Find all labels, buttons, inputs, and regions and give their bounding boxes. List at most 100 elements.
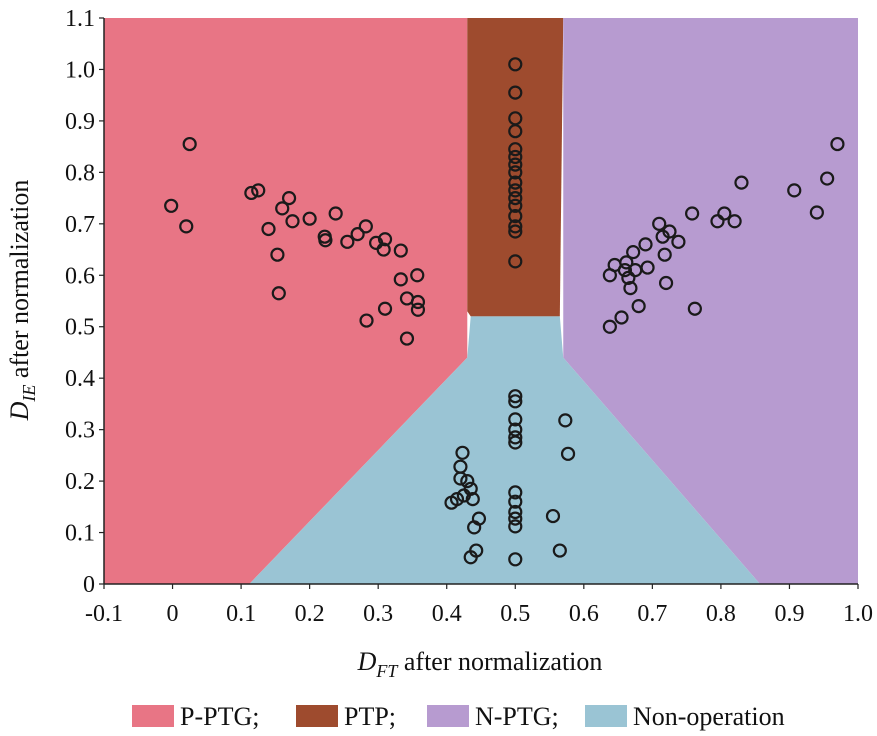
data-point <box>508 175 523 190</box>
x-tick-label: 0.2 <box>295 601 325 627</box>
data-point <box>619 255 634 270</box>
y-tick-label: 1.1 <box>65 6 95 32</box>
data-point <box>508 494 523 509</box>
data-point <box>727 214 742 229</box>
data-point <box>270 247 285 262</box>
data-point <box>508 254 523 269</box>
data-point <box>460 473 475 489</box>
data-point <box>271 286 286 301</box>
region-p-ptg <box>104 18 468 584</box>
y-tick-label: 0.9 <box>65 109 95 135</box>
x-tick-label: 0.8 <box>706 601 736 627</box>
y-tick-label: 0.7 <box>65 212 95 238</box>
data-point <box>508 149 523 165</box>
data-point <box>508 157 523 172</box>
data-point <box>787 183 802 198</box>
data-point <box>508 412 523 427</box>
data-point <box>809 205 824 220</box>
data-point <box>508 394 523 409</box>
legend-swatch <box>132 705 174 727</box>
data-point <box>671 234 686 249</box>
axes <box>103 18 858 585</box>
data-point <box>275 201 290 216</box>
data-point <box>626 245 641 260</box>
data-point <box>399 331 415 346</box>
data-point <box>508 219 523 234</box>
data-point <box>508 485 523 500</box>
legend-swatch <box>296 705 338 727</box>
point-layer <box>164 57 845 567</box>
legend-swatch <box>427 705 469 727</box>
data-point <box>377 232 393 247</box>
data-point <box>614 310 629 325</box>
legend-label: P-PTG; <box>180 702 259 731</box>
data-point <box>261 221 276 237</box>
data-point <box>508 165 523 180</box>
x-tick-label: 0.3 <box>363 601 393 627</box>
data-point <box>164 198 179 213</box>
data-point <box>281 190 297 206</box>
x-tick-label: 1.0 <box>843 601 873 627</box>
data-point <box>508 124 523 139</box>
data-point <box>558 413 573 428</box>
data-point <box>685 206 700 221</box>
x-tick-label: -0.1 <box>85 601 123 627</box>
y-tick-label: 0.2 <box>65 469 95 495</box>
x-axis-title-main: D <box>357 647 377 676</box>
data-point <box>687 301 702 316</box>
data-point <box>508 504 523 520</box>
data-point <box>285 214 300 229</box>
x-tick-label: 0.9 <box>774 601 804 627</box>
data-point <box>410 268 425 283</box>
data-point <box>640 260 655 275</box>
y-tick-label: 0 <box>83 572 95 598</box>
y-axis-title-rest: after normalization <box>5 180 34 385</box>
y-axis-title-main: D <box>5 401 34 421</box>
region-non-operation <box>249 316 760 584</box>
data-point <box>182 136 197 152</box>
data-point <box>658 275 674 291</box>
data-point <box>830 136 845 152</box>
data-point <box>469 543 484 558</box>
data-point <box>455 445 470 460</box>
data-point <box>657 247 672 262</box>
y-tick-label: 0.4 <box>65 366 95 392</box>
x-tick-label: 0.1 <box>226 601 256 627</box>
data-point <box>560 446 576 461</box>
data-point <box>465 492 480 507</box>
data-point <box>376 242 391 257</box>
x-tick-label: 0.6 <box>569 601 599 627</box>
data-point <box>508 552 523 567</box>
data-point <box>508 511 523 526</box>
data-point <box>393 243 408 258</box>
data-point <box>410 302 426 317</box>
data-point <box>453 459 468 474</box>
data-point <box>508 224 523 239</box>
x-tick-label: 0 <box>167 601 179 627</box>
data-point <box>734 175 749 190</box>
data-point <box>508 198 523 213</box>
data-point <box>244 185 259 201</box>
data-point <box>340 234 355 249</box>
data-point <box>545 508 561 524</box>
y-tick-label: 0.5 <box>65 315 95 341</box>
data-point <box>508 85 523 100</box>
data-point <box>623 281 638 296</box>
x-axis-title-sub: FT <box>375 661 399 681</box>
data-point <box>631 299 646 314</box>
data-point <box>508 435 523 450</box>
data-point <box>508 57 523 72</box>
region-n-ptg <box>563 18 858 584</box>
data-point <box>449 492 465 507</box>
data-point <box>662 224 677 239</box>
data-point <box>393 272 408 287</box>
y-axis-title: DIE after normalization <box>5 180 39 422</box>
data-point <box>508 142 523 157</box>
data-point <box>179 219 194 234</box>
region-layer <box>104 18 858 584</box>
data-point <box>617 263 633 278</box>
data-point <box>377 301 393 316</box>
data-point <box>318 233 333 248</box>
data-point <box>717 206 732 221</box>
